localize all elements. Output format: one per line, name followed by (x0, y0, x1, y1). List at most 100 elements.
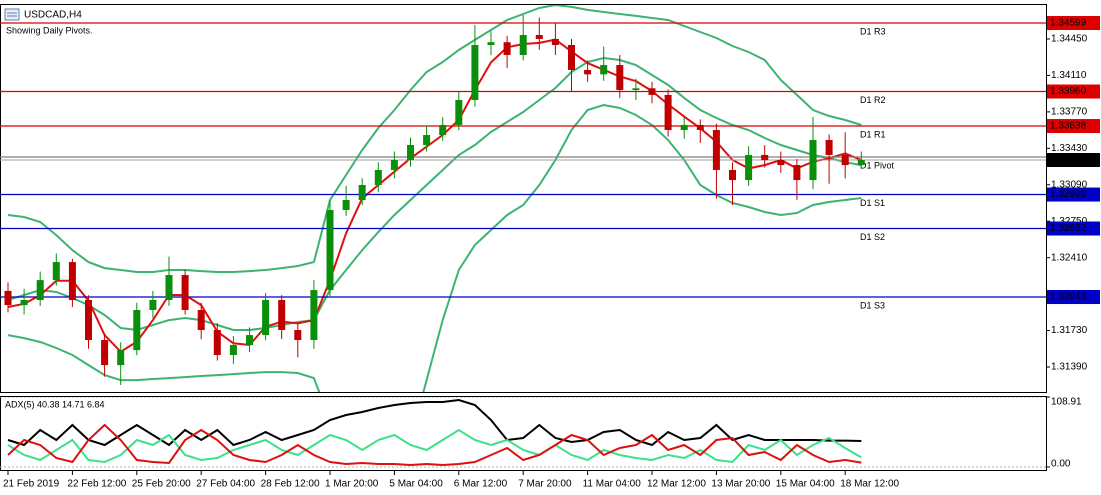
candle-body (616, 65, 624, 91)
candle-body (374, 169, 382, 185)
candle-body (600, 65, 608, 75)
candle-body (133, 309, 141, 351)
candle-body (358, 184, 366, 201)
candle-body (857, 160, 865, 166)
y-tick-label: 1.33770 (1051, 107, 1088, 118)
candle-body (149, 300, 157, 310)
candle-body (262, 300, 270, 336)
candle-body (568, 44, 575, 70)
candle-body (326, 209, 334, 291)
candle-body (777, 160, 785, 166)
level-tag (1047, 16, 1100, 31)
x-tick-label: 6 Mar 12:00 (454, 479, 508, 490)
candle-body (85, 300, 92, 341)
x-tick-label: 13 Mar 20:00 (711, 479, 770, 490)
y-tick-label: 1.31730 (1051, 325, 1088, 336)
candle-body (551, 38, 559, 45)
level-tag (1047, 187, 1100, 202)
candle-body (696, 124, 704, 130)
level-tag (1047, 221, 1100, 236)
candle-body (213, 330, 221, 356)
level-tag-label: 1.32682 (1050, 223, 1087, 234)
candle-body (36, 280, 44, 301)
candle-body (197, 309, 205, 331)
overlay-line (7, 56, 862, 332)
level-tag-label: 1.34599 (1050, 18, 1087, 29)
x-tick-label: 1 Mar 20:00 (325, 479, 379, 490)
candle-body (825, 139, 833, 155)
y-tick-label: 1.32750 (1051, 216, 1088, 227)
adx-line (7, 423, 862, 467)
last-price-tag (1047, 153, 1100, 168)
candle-body (745, 154, 753, 181)
symbol-icon (4, 8, 20, 21)
y-tick-label: 1.33430 (1051, 143, 1088, 154)
pivot-label: D1 Pivot (860, 160, 895, 170)
candle-body (535, 35, 543, 39)
level-tag-label: 1.32999 (1050, 189, 1087, 200)
candle-body (246, 335, 253, 346)
pivot-label: D1 S2 (860, 232, 885, 242)
x-tick-label: 12 Mar 12:00 (647, 479, 706, 490)
y-tick-label: 1.34450 (1051, 34, 1088, 45)
adx-line (7, 398, 862, 447)
candle-body (809, 139, 817, 181)
y-tick-label: 0.00 (1051, 459, 1071, 470)
y-tick-label: 1.31390 (1051, 362, 1088, 373)
main-frame (0, 4, 1047, 393)
x-tick-label: 7 Mar 20:00 (518, 479, 572, 490)
x-tick-label: 22 Feb 12:00 (67, 479, 126, 490)
candle-body (294, 330, 302, 341)
candle-body (680, 124, 688, 130)
adx-line (7, 428, 862, 464)
candle-body (117, 350, 125, 366)
candle-body (471, 44, 479, 100)
adx-title: ADX(5) 40.38 14.71 6.84 (5, 399, 105, 409)
candle-body (68, 262, 76, 301)
adx-plot (0, 397, 1046, 468)
x-tick-label: 18 Mar 12:00 (840, 479, 899, 490)
candle-body (439, 124, 447, 136)
pivot-label: D1 R3 (860, 26, 886, 36)
level-tag (1047, 119, 1100, 134)
last-price-label: 1.33321 (1050, 155, 1087, 166)
candle-body (229, 345, 237, 356)
candle-body (4, 290, 12, 306)
candle-body (632, 88, 640, 91)
pivot-label: D1 S3 (860, 300, 885, 310)
candle-body (278, 300, 286, 331)
pivot-label: D1 R2 (860, 95, 886, 105)
candle-body (390, 160, 398, 170)
y-tick-label: 1.34110 (1051, 70, 1087, 81)
overlay-line (7, 103, 862, 392)
candle-body (664, 94, 672, 130)
level-tag (1047, 84, 1100, 99)
x-tick-label: 27 Feb 04:00 (196, 479, 255, 490)
candle-body (165, 275, 173, 301)
candle-body (310, 290, 318, 341)
pivot-label: D1 S1 (860, 198, 885, 208)
candle-body (407, 145, 414, 161)
candle-body (729, 169, 736, 181)
x-tick-label: 15 Mar 04:00 (776, 479, 835, 490)
x-tick-label: 11 Mar 04:00 (583, 479, 642, 490)
main-plot: D1 R3 D1 R2 D1 R1 D1 Pivot D1 S1 D1 S2 D1 S3 (0, 5, 1046, 392)
symbol-title: USDCAD,H4 (24, 10, 82, 21)
level-tag-label: 1.32043 (1050, 292, 1087, 303)
candle-body (648, 88, 656, 95)
level-tag-label: 1.33638 (1050, 121, 1087, 132)
candle-body (342, 200, 350, 210)
level-tag (1047, 290, 1100, 305)
x-tick-label: 5 Mar 04:00 (389, 479, 443, 490)
candle-body (181, 275, 189, 310)
overlay-line (7, 5, 862, 273)
candle-body (455, 99, 463, 125)
y-tick-label: 1.32410 (1051, 252, 1088, 263)
candle-body (584, 69, 592, 75)
candle-body (793, 165, 801, 181)
candle-body (487, 42, 495, 45)
candle-body (20, 300, 28, 306)
x-tick-label: 21 Feb 2019 (3, 479, 60, 490)
